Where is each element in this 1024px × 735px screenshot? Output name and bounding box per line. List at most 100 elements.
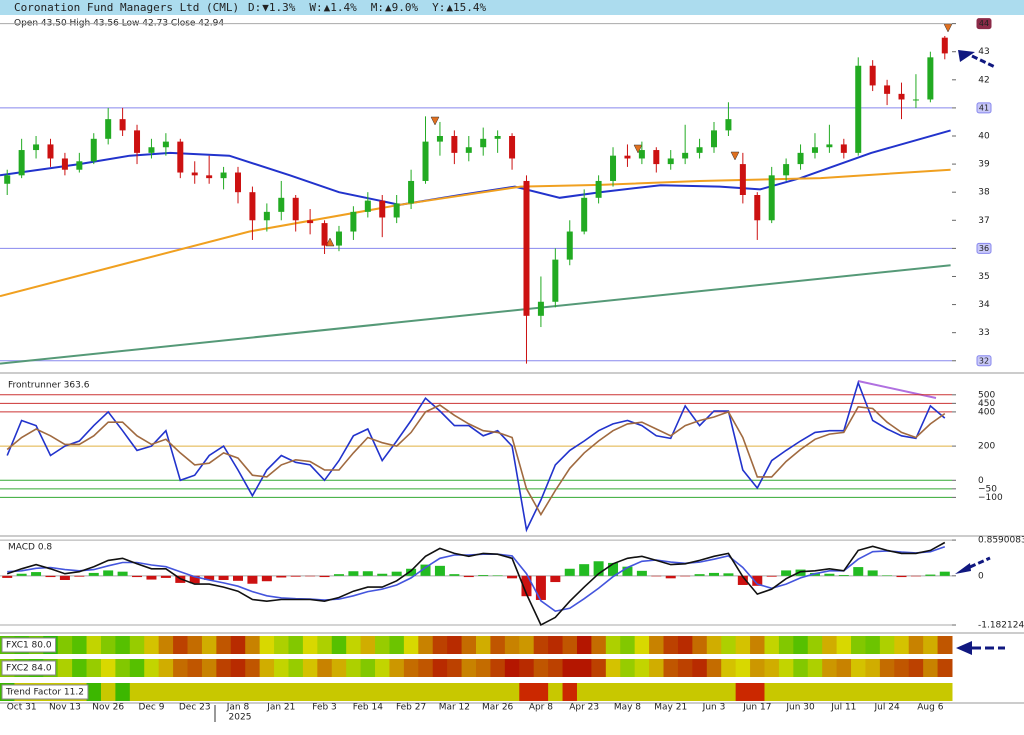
heat-cell xyxy=(302,659,318,677)
heat-cell xyxy=(519,659,535,677)
arrow xyxy=(971,54,996,69)
x-tick-label: Jun 17 xyxy=(742,703,771,713)
x-tick-label: Nov 26 xyxy=(92,703,124,713)
histogram-bar xyxy=(492,575,503,576)
candle-body xyxy=(797,152,804,165)
heat-cell xyxy=(375,636,390,654)
heat-cell xyxy=(476,683,491,701)
heat-cell xyxy=(129,659,145,677)
indicator-line xyxy=(6,404,946,517)
candle-body xyxy=(451,136,458,153)
heat-cell xyxy=(389,683,405,701)
candle-body xyxy=(249,192,256,221)
candle-body xyxy=(90,138,97,162)
heat-cell xyxy=(649,659,665,677)
heat-cell xyxy=(360,636,376,654)
level-badge xyxy=(976,242,992,254)
heat-cell xyxy=(259,636,275,654)
heat-cell xyxy=(158,683,174,701)
candle-body xyxy=(47,144,54,159)
x-tick-label: Jan 8 xyxy=(226,703,250,713)
heat-cell xyxy=(634,636,650,654)
heat-cell xyxy=(923,659,939,677)
y-tick-label: 39 xyxy=(978,160,990,170)
heat-cell xyxy=(908,636,924,654)
heat-cell xyxy=(201,683,217,701)
candle-body xyxy=(105,119,112,139)
arrow xyxy=(958,50,975,62)
heat-cell xyxy=(129,636,145,654)
heat-cell xyxy=(576,636,592,654)
heat-cell xyxy=(519,683,535,701)
heat-cell xyxy=(504,659,520,677)
y-tick-label: 44 xyxy=(979,19,989,28)
x-tick-label: Mar 26 xyxy=(482,703,514,713)
x-tick-label: Jun 30 xyxy=(785,703,815,713)
candle-body xyxy=(33,144,40,151)
x-tick-label: Mar 12 xyxy=(439,703,470,713)
candle-body xyxy=(335,231,342,246)
heat-cell xyxy=(173,683,189,701)
histogram-bar xyxy=(160,575,171,578)
indicator-line xyxy=(6,380,946,533)
heat-cell xyxy=(158,636,174,654)
heat-cell xyxy=(418,636,434,654)
histogram-bar xyxy=(564,568,575,576)
histogram-bar xyxy=(103,570,114,576)
heat-cell xyxy=(432,636,448,654)
heat-cell xyxy=(663,636,679,654)
histogram-bar xyxy=(463,575,474,578)
heat-cell xyxy=(764,659,780,677)
histogram-bar xyxy=(824,573,835,576)
candle-body xyxy=(624,155,631,159)
x-tick-label: Nov 13 xyxy=(49,703,81,713)
candle-body xyxy=(552,259,559,302)
panel-title: FXC2 84.0 xyxy=(6,664,52,674)
heat-cell xyxy=(245,659,261,677)
heat-cell xyxy=(461,659,477,677)
sell-signal xyxy=(730,151,740,161)
heat-cell xyxy=(793,636,809,654)
heat-cell xyxy=(634,659,650,677)
heat-cell xyxy=(750,659,765,677)
histogram-bar xyxy=(261,575,272,582)
heat-cell xyxy=(230,659,246,677)
y-tick-label: 42 xyxy=(978,75,989,85)
heat-cell xyxy=(432,659,448,677)
x-tick-label: Jan 21 xyxy=(266,703,295,713)
y-tick-label: −50 xyxy=(978,484,997,494)
arrow xyxy=(969,556,991,569)
heat-cell xyxy=(879,683,895,701)
heat-cell xyxy=(331,683,347,701)
histogram-bar xyxy=(247,575,258,584)
y-tick-label: −100 xyxy=(978,493,1003,503)
heat-cell xyxy=(144,683,160,701)
histogram-bar xyxy=(622,566,633,576)
y-tick-label: 36 xyxy=(979,244,989,253)
y-tick-label: 34 xyxy=(978,300,990,310)
y-tick-label: 40 xyxy=(978,132,990,142)
histogram-bar xyxy=(752,575,763,586)
heat-cell xyxy=(865,683,881,701)
heat-cell xyxy=(836,636,852,654)
heat-cell xyxy=(735,683,751,701)
heat-cell xyxy=(721,659,737,677)
heat-cell xyxy=(57,636,73,654)
heat-cell xyxy=(245,636,261,654)
heat-cell xyxy=(216,636,232,654)
y-tick-label: 0 xyxy=(978,476,984,486)
heat-cell xyxy=(302,683,318,701)
candle-body xyxy=(537,301,544,316)
x-tick-label: Jun 3 xyxy=(702,703,726,713)
heat-cell xyxy=(461,683,477,701)
candle-body xyxy=(941,37,948,54)
y-tick-label: 38 xyxy=(978,188,990,198)
heat-cell xyxy=(620,683,636,701)
heat-cell xyxy=(187,636,203,654)
y-tick-label: 400 xyxy=(978,407,995,417)
heat-cell xyxy=(476,636,491,654)
heat-cell xyxy=(490,659,506,677)
histogram-bar xyxy=(434,565,445,576)
heat-cell xyxy=(937,659,953,677)
histogram-bar xyxy=(2,575,13,578)
